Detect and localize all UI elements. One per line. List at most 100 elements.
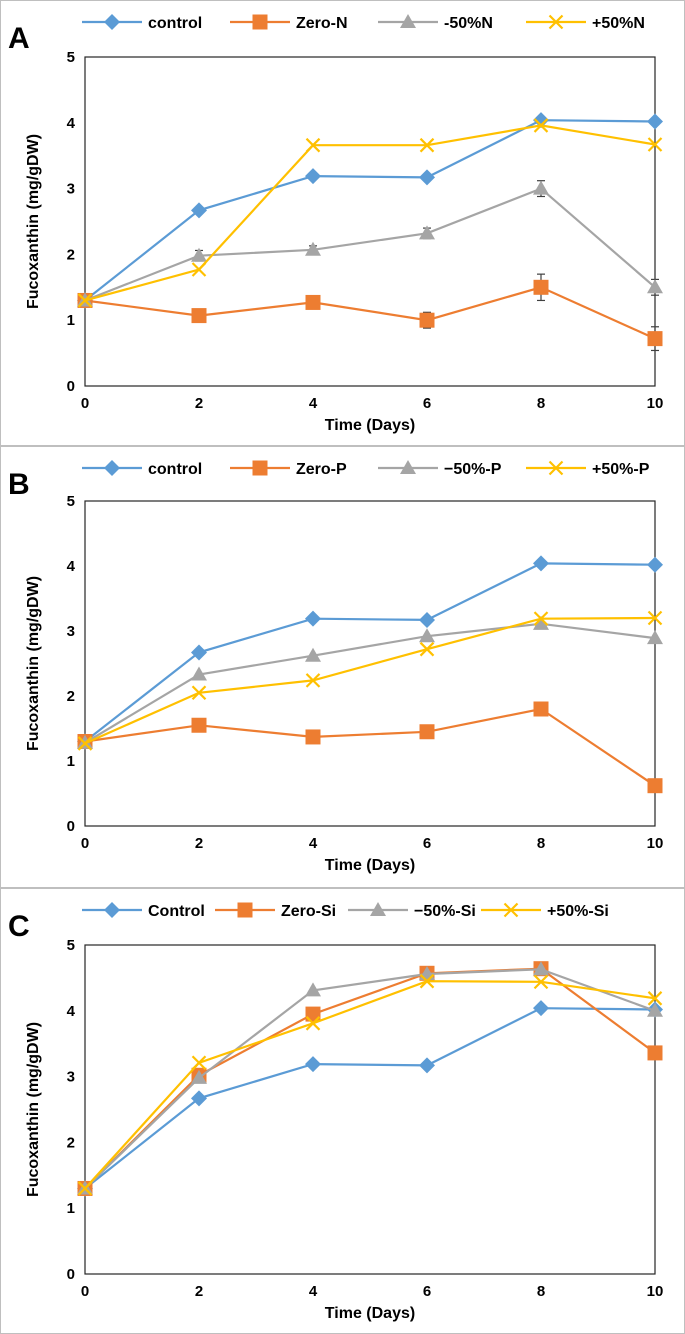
x-tick-label: 6 [423,1283,431,1300]
panel-letter: C [8,910,30,943]
series-control [77,1000,663,1197]
data-point [647,279,663,294]
panel-letter: A [8,22,30,55]
x-tick-label: 2 [195,835,203,852]
data-point [419,641,435,657]
legend-label: +50%N [592,15,645,32]
chart-svg-c: C Control Zero-Si −50%-Si +50%-Si 0 1 2 3 4 5 0 2 4 6 8… [0,888,685,1334]
series-line [84,187,656,302]
y-tick-label: 4 [67,115,76,132]
y-tick-label: 0 [67,1266,75,1283]
x-axis-title: Time (Days) [325,857,415,874]
legend-item-zero-p: Zero-P [230,460,347,478]
data-point [419,312,435,328]
data-point [647,331,663,347]
series-line [84,968,656,1190]
legend-marker [400,14,416,28]
legend-label: control [148,15,202,32]
series-line [84,1007,656,1190]
x-tick-label: 8 [537,395,545,412]
panel-border [0,888,685,1334]
panel-c: C Control Zero-Si −50%-Si +50%-Si 0 1 2 3 4 5 0 2 4 6 8… [0,888,685,1334]
legend-item-50pctn: -50%N [378,14,493,32]
legend-item-zero-n: Zero-N [230,14,348,32]
x-tick-label: 0 [81,1283,89,1300]
data-point [305,241,321,256]
plot-area [84,944,656,1275]
legend-label: Control [148,903,205,920]
legend-item-zero-si: Zero-Si [215,902,336,920]
data-point [191,1090,207,1107]
legend-item-plus50pct-p: +50%-P [526,460,650,478]
data-point [419,973,435,989]
x-axis: 0 2 4 6 8 10 [81,835,664,852]
data-point [191,666,207,681]
data-point [191,262,207,277]
y-axis: 0 1 2 3 4 5 [67,937,76,1283]
y-tick-label: 5 [67,49,75,66]
y-axis-title: Fucoxanthin (mg/gDW) [25,1022,42,1197]
y-tick-label: 1 [67,753,75,770]
data-point [77,293,93,308]
legend: Control Zero-Si −50%-Si +50%-Si [82,902,609,920]
series-line [84,119,656,302]
legend-label: -50%N [444,15,493,32]
legend-marker [548,460,564,476]
y-tick-label: 2 [67,1134,75,1151]
legend-label: Zero-P [296,461,347,478]
legend-label: Zero-N [296,15,348,32]
data-point [305,610,321,627]
data-point [305,1056,321,1073]
data-point [305,1016,321,1031]
series-line [84,124,656,302]
legend-marker [104,460,120,476]
data-point [305,294,321,310]
series-zero-n [77,273,663,352]
data-point [647,630,663,645]
data-point [305,647,321,662]
data-point [647,610,663,626]
data-point [305,729,321,745]
y-tick-label: 0 [67,378,75,395]
x-tick-label: 10 [647,1283,664,1300]
y-tick-label: 0 [67,818,75,835]
data-point [191,1055,207,1071]
x-tick-label: 10 [647,835,664,852]
data-point [533,180,549,195]
y-axis-title: Fucoxanthin (mg/gDW) [25,134,42,309]
data-point [191,202,207,219]
y-tick-label: 1 [67,1200,75,1217]
data-point [533,974,549,990]
x-axis-title: Time (Days) [325,1305,415,1322]
data-point [305,137,321,153]
series-50pctn [77,180,663,307]
y-axis: 0 1 2 3 4 5 [67,493,76,835]
data-point [191,717,207,733]
y-tick-label: 4 [67,558,76,575]
data-point [419,611,435,628]
series-minus50pct-si [77,961,663,1195]
y-tick-label: 3 [67,181,75,198]
data-point [77,1181,93,1196]
legend-marker [400,460,416,474]
data-point [191,1069,207,1084]
data-point [533,112,549,129]
data-point [533,611,549,626]
series-minus50pct-p [77,615,663,749]
x-tick-label: 2 [195,1283,203,1300]
x-tick-label: 4 [309,395,318,412]
x-tick-label: 6 [423,835,431,852]
data-point [305,168,321,185]
data-point [419,628,435,643]
series-line [84,286,656,340]
data-point [533,961,549,976]
x-tick-label: 4 [309,835,318,852]
series-zero-p [77,701,663,794]
data-point [191,644,207,661]
legend-label: Zero-Si [281,903,336,920]
y-tick-label: 5 [67,937,75,954]
